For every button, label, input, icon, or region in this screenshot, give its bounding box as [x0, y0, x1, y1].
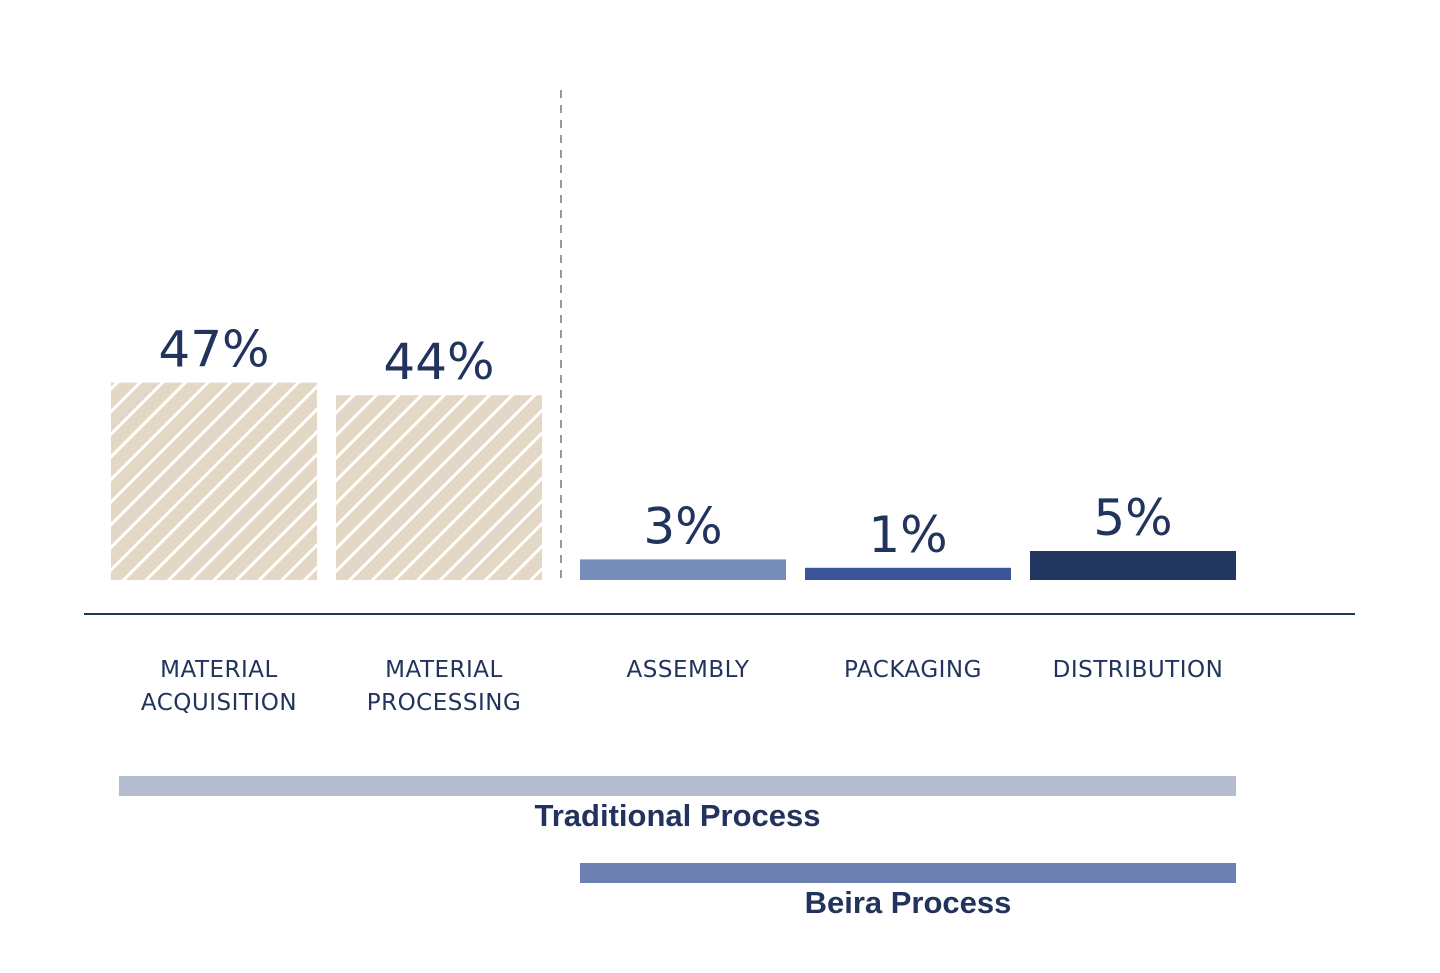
value-label-5: 5%	[1093, 489, 1172, 547]
bar-1	[111, 382, 317, 580]
category-label-1-line-1: MATERIAL	[160, 657, 278, 683]
value-label-2: 44%	[383, 333, 494, 391]
category-label-4-line-1: PACKAGING	[844, 657, 982, 683]
value-label-1: 47%	[158, 321, 269, 379]
bar-4	[805, 567, 1011, 580]
bar-5	[1030, 551, 1236, 580]
value-label-4: 1%	[868, 506, 947, 564]
range-bar-2	[580, 863, 1236, 883]
category-label-3-line-1: ASSEMBLY	[627, 657, 750, 683]
range-label-2: Beira Process	[805, 885, 1012, 920]
bar-2	[336, 395, 542, 580]
category-label-2-line-1: MATERIAL	[385, 657, 503, 683]
category-label-1-line-2: ACQUISITION	[141, 690, 297, 716]
category-label-2-line-2: PROCESSING	[367, 690, 522, 716]
value-label-3: 3%	[643, 497, 722, 555]
range-label-1: Traditional Process	[535, 798, 821, 833]
bar-3	[580, 559, 786, 580]
category-label-5-line-1: DISTRIBUTION	[1053, 657, 1224, 683]
range-bar-1	[119, 776, 1236, 796]
